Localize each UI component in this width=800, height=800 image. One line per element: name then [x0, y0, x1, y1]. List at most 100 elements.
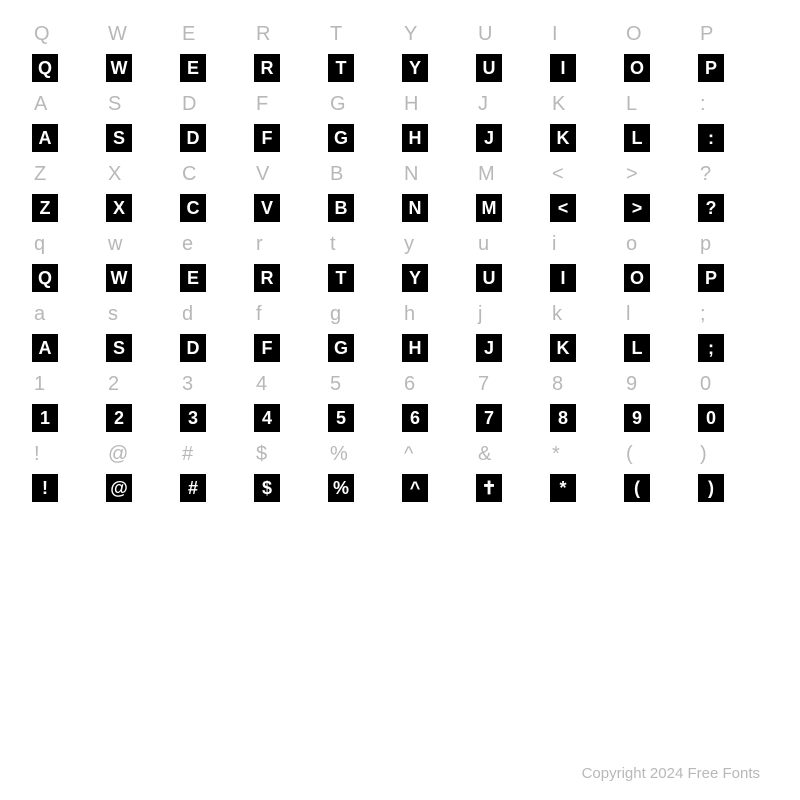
char-label: q [30, 230, 104, 258]
char-label: J [474, 90, 548, 118]
char-label: F [252, 90, 326, 118]
glyph-cell: 8 [548, 402, 622, 434]
char-label: ; [696, 300, 770, 328]
char-label: C [178, 160, 252, 188]
character-map-grid: QWERTYUIOPQWERTYUIOPASDFGHJKL:ASDFGHJKL:… [0, 0, 800, 514]
glyph-cell: P [696, 52, 770, 84]
glyph-cell: H [400, 332, 474, 364]
glyph-box: : [698, 124, 724, 152]
glyph-box: ; [698, 334, 724, 362]
glyph-box: E [180, 54, 206, 82]
glyph-box: T [328, 264, 354, 292]
char-label: 3 [178, 370, 252, 398]
char-label: 5 [326, 370, 400, 398]
glyph-box: ! [32, 474, 58, 502]
glyph-cell: E [178, 52, 252, 84]
char-label: H [400, 90, 474, 118]
char-label: Q [30, 20, 104, 48]
glyph-box: J [476, 334, 502, 362]
glyph-cell: # [178, 472, 252, 504]
glyph-box: W [106, 264, 132, 292]
char-row: 12345678901234567890 [30, 370, 770, 434]
glyph-box: F [254, 334, 280, 362]
glyph-cell: 9 [622, 402, 696, 434]
glyph-box: C [180, 194, 206, 222]
char-label: K [548, 90, 622, 118]
char-label: $ [252, 440, 326, 468]
glyph-box: L [624, 334, 650, 362]
glyph-cell: H [400, 122, 474, 154]
char-label: N [400, 160, 474, 188]
glyph-box: O [624, 54, 650, 82]
glyph-cell: ^ [400, 472, 474, 504]
glyph-cell: T [326, 52, 400, 84]
char-label: X [104, 160, 178, 188]
glyph-cell: D [178, 122, 252, 154]
char-label: 0 [696, 370, 770, 398]
glyph-cell: F [252, 332, 326, 364]
glyph-box: X [106, 194, 132, 222]
glyph-cell: T [326, 262, 400, 294]
glyph-box: O [624, 264, 650, 292]
glyph-box: G [328, 334, 354, 362]
char-label: R [252, 20, 326, 48]
glyph-box: ^ [402, 474, 428, 502]
glyph-box: ✝ [476, 474, 502, 502]
glyph-box: V [254, 194, 280, 222]
glyph-cell: B [326, 192, 400, 224]
char-label: ^ [400, 440, 474, 468]
glyph-cell: G [326, 332, 400, 364]
glyph-box: 5 [328, 404, 354, 432]
char-label: 7 [474, 370, 548, 398]
glyph-box: 1 [32, 404, 58, 432]
char-row: ASDFGHJKL:ASDFGHJKL: [30, 90, 770, 154]
char-label: S [104, 90, 178, 118]
glyph-box: % [328, 474, 354, 502]
glyph-cell: W [104, 52, 178, 84]
char-label: * [548, 440, 622, 468]
char-label: a [30, 300, 104, 328]
char-label: A [30, 90, 104, 118]
char-label: M [474, 160, 548, 188]
char-label: u [474, 230, 548, 258]
glyph-cell: A [30, 332, 104, 364]
glyph-box: Y [402, 264, 428, 292]
glyph-cell: U [474, 262, 548, 294]
glyph-box: S [106, 124, 132, 152]
glyph-cell: A [30, 122, 104, 154]
glyph-box: P [698, 54, 724, 82]
glyph-box: D [180, 124, 206, 152]
char-label: L [622, 90, 696, 118]
glyph-box: U [476, 264, 502, 292]
char-label: : [696, 90, 770, 118]
char-row: !@#$%^&*()!@#$%^✝*() [30, 440, 770, 504]
char-label: e [178, 230, 252, 258]
glyph-cell: < [548, 192, 622, 224]
glyph-cell: $ [252, 472, 326, 504]
glyph-row: QWERTYUIOP [30, 262, 770, 294]
glyph-box: I [550, 264, 576, 292]
glyph-box: > [624, 194, 650, 222]
glyph-cell: J [474, 122, 548, 154]
glyph-cell: ) [696, 472, 770, 504]
label-row: !@#$%^&*() [30, 440, 770, 468]
glyph-box: U [476, 54, 502, 82]
label-row: ZXCVBNM<>? [30, 160, 770, 188]
glyph-cell: 1 [30, 402, 104, 434]
char-label: f [252, 300, 326, 328]
glyph-cell: I [548, 52, 622, 84]
char-label: ( [622, 440, 696, 468]
copyright-text: Copyright 2024 Free Fonts [582, 765, 760, 782]
glyph-cell: C [178, 192, 252, 224]
glyph-box: T [328, 54, 354, 82]
label-row: qwertyuiop [30, 230, 770, 258]
char-label: p [696, 230, 770, 258]
glyph-cell: S [104, 122, 178, 154]
char-label: I [548, 20, 622, 48]
glyph-box: B [328, 194, 354, 222]
char-label: w [104, 230, 178, 258]
char-label: y [400, 230, 474, 258]
char-label: T [326, 20, 400, 48]
glyph-cell: L [622, 122, 696, 154]
glyph-cell: % [326, 472, 400, 504]
